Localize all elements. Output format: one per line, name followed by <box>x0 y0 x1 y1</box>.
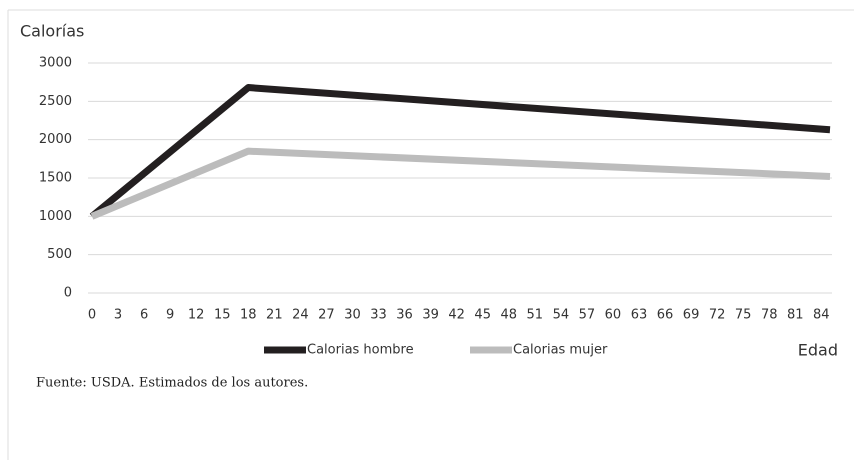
x-tick-label: 24 <box>292 308 309 323</box>
x-tick-label: 9 <box>166 308 174 323</box>
x-tick-label: 69 <box>683 308 700 323</box>
x-tick-label: 66 <box>657 308 674 323</box>
x-tick-label: 60 <box>605 308 622 323</box>
x-tick-label: 6 <box>140 308 148 323</box>
x-tick-label: 27 <box>318 308 335 323</box>
x-tick-label: 75 <box>735 308 752 323</box>
x-tick-label: 78 <box>761 308 778 323</box>
x-tick-label: 0 <box>88 308 96 323</box>
y-tick-label: 0 <box>64 286 72 301</box>
y-tick-label: 2000 <box>39 132 72 147</box>
y-tick-label: 1000 <box>39 209 72 224</box>
y-axis-label: Calorías <box>20 22 84 41</box>
x-axis-label: Edad <box>798 341 838 360</box>
x-tick-label: 63 <box>631 308 648 323</box>
x-tick-label: 15 <box>214 308 231 323</box>
x-tick-label: 39 <box>422 308 439 323</box>
x-tick-label: 18 <box>240 308 257 323</box>
x-tick-label: 36 <box>396 308 413 323</box>
series-line <box>90 147 831 220</box>
x-tick-label: 45 <box>474 308 491 323</box>
x-tick-label: 84 <box>813 308 830 323</box>
x-tick-label: 72 <box>709 308 726 323</box>
source-note: Fuente: USDA. Estimados de los autores. <box>36 376 308 391</box>
x-tick-label: 81 <box>787 308 804 323</box>
x-tick-label: 3 <box>114 308 122 323</box>
y-tick-label: 1500 <box>39 171 72 186</box>
x-tick-label: 12 <box>188 308 205 323</box>
y-tick-label: 2500 <box>39 94 72 109</box>
legend-label: Calorias hombre <box>307 343 414 358</box>
x-tick-label: 54 <box>553 308 570 323</box>
x-tick-label: 42 <box>448 308 465 323</box>
series-line <box>89 84 831 220</box>
x-tick-label: 57 <box>579 308 596 323</box>
x-tick-label: 33 <box>370 308 387 323</box>
legend-label: Calorias mujer <box>513 343 608 358</box>
y-tick-label: 3000 <box>39 56 72 71</box>
x-tick-label: 51 <box>527 308 544 323</box>
y-tick-label: 500 <box>47 247 72 262</box>
x-tick-label: 48 <box>500 308 517 323</box>
x-tick-label: 30 <box>344 308 361 323</box>
x-tick-label: 21 <box>266 308 283 323</box>
